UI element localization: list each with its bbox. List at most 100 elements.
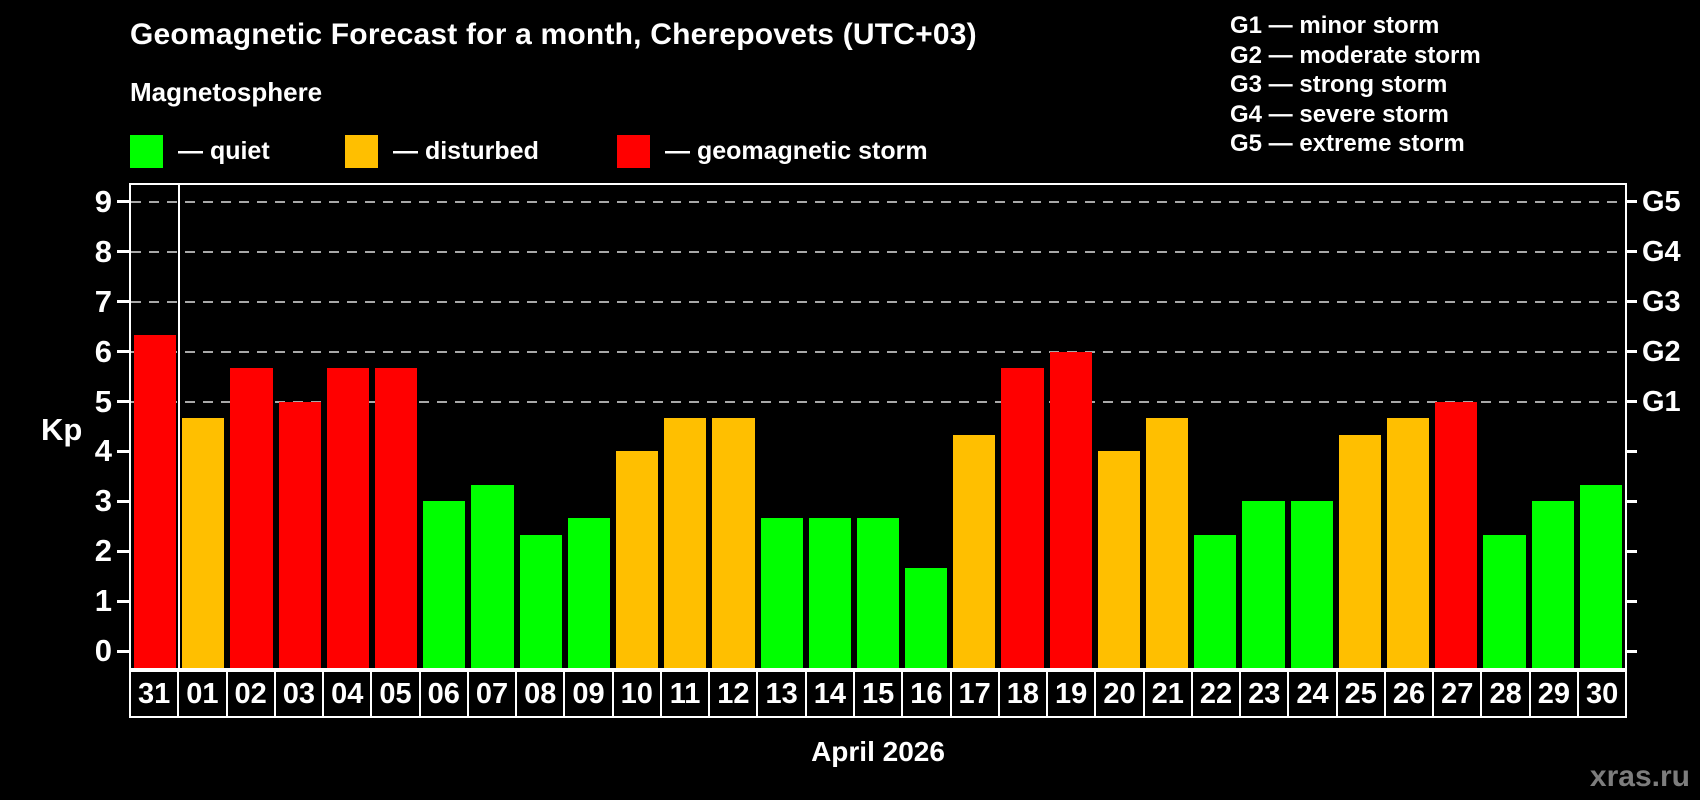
bar-day-18 xyxy=(1001,368,1044,668)
bar-day-20 xyxy=(1097,451,1141,668)
kp-tick-label-1: 1 xyxy=(94,583,112,619)
day-label-20: 20 xyxy=(1096,672,1145,716)
gridline-kp9 xyxy=(131,200,1625,203)
bar-day-07 xyxy=(471,484,514,668)
g-legend-line-3: G3 — strong storm xyxy=(1230,71,1448,98)
kp-tick-left-5 xyxy=(117,400,129,403)
bar-day-15 xyxy=(856,517,900,668)
kp-tick-right-5 xyxy=(1625,400,1637,403)
g-legend-line-5: G5 — extreme storm xyxy=(1230,130,1465,157)
plot-area xyxy=(129,183,1627,670)
kp-tick-label-4: 4 xyxy=(94,433,112,469)
day-label-08: 08 xyxy=(517,672,566,716)
kp-tick-left-9 xyxy=(117,200,129,204)
kp-tick-left-1 xyxy=(117,599,129,603)
kp-tick-right-6 xyxy=(1625,350,1637,354)
magnetosphere-label: Magnetosphere xyxy=(130,77,323,107)
legend-item-storm: — geomagnetic storm xyxy=(617,134,928,168)
day-label-03: 03 xyxy=(276,672,325,716)
bar-day-02 xyxy=(230,368,273,668)
day-label-30: 30 xyxy=(1585,677,1619,710)
day-label-07: 07 xyxy=(469,672,518,716)
gridline-kp8 xyxy=(131,250,1625,253)
day-label-06: 06 xyxy=(421,672,469,716)
day-label-23: 23 xyxy=(1241,672,1290,716)
day-label-18: 18 xyxy=(1000,672,1049,716)
legend-swatch-disturbed xyxy=(345,134,378,168)
chart-title: Geomagnetic Forecast for a month, Cherep… xyxy=(130,18,977,51)
day-label-17: 17 xyxy=(952,672,1000,716)
kp-tick-label-5: 5 xyxy=(94,383,112,419)
legend-swatch-quiet xyxy=(130,134,163,168)
month-caption: April 2026 xyxy=(811,736,945,767)
gridline-kp7 xyxy=(131,300,1625,303)
g-legend-line-1: G1 — minor storm xyxy=(1230,12,1440,39)
day-label-29: 29 xyxy=(1531,672,1579,716)
g-legend-line-2: G2 — moderate storm xyxy=(1230,41,1481,69)
day-label-12: 12 xyxy=(710,672,759,716)
day-label-16: 16 xyxy=(903,672,952,716)
day-label-22: 22 xyxy=(1193,672,1242,716)
bar-day-24 xyxy=(1290,501,1333,668)
day-label-27: 27 xyxy=(1434,672,1483,716)
day-label-25: 25 xyxy=(1338,672,1386,716)
g-axis-label-G2: G2 xyxy=(1642,335,1681,368)
day-label-21: 21 xyxy=(1145,672,1193,716)
day-label-15: 15 xyxy=(855,672,904,716)
kp-tick-right-4 xyxy=(1625,449,1637,453)
bar-day-26 xyxy=(1387,417,1430,668)
day-label-11: 11 xyxy=(662,672,711,716)
kp-tick-right-2 xyxy=(1625,549,1637,553)
bar-day-05 xyxy=(374,368,418,668)
kp-tick-left-2 xyxy=(117,549,129,553)
kp-tick-label-0: 0 xyxy=(94,633,112,668)
bar-day-23 xyxy=(1242,501,1285,668)
day-label-24: 24 xyxy=(1289,672,1338,716)
day-label-02: 02 xyxy=(228,672,276,716)
day-label-01: 01 xyxy=(179,672,228,716)
legend-item-disturbed: — disturbed xyxy=(345,134,539,168)
bar-day-09 xyxy=(567,517,610,668)
bar-day-16 xyxy=(905,567,948,668)
kp-tick-right-1 xyxy=(1625,599,1637,603)
watermark: xras.ru xyxy=(1589,760,1690,793)
day-label-04: 04 xyxy=(324,672,373,716)
kp-tick-label-8: 8 xyxy=(94,233,112,269)
month-separator-line xyxy=(177,185,180,668)
gridline-kp6 xyxy=(131,350,1625,353)
day-label-13: 13 xyxy=(758,672,807,716)
day-label-19: 19 xyxy=(1048,672,1097,716)
bar-day-13 xyxy=(760,517,803,668)
bar-day-17 xyxy=(953,434,996,668)
bar-day-10 xyxy=(615,451,659,668)
bar-day-06 xyxy=(423,501,466,668)
kp-tick-right-0 xyxy=(1625,649,1637,653)
day-label-14: 14 xyxy=(807,672,855,716)
day-label-10: 10 xyxy=(614,672,662,716)
bar-day-19 xyxy=(1049,351,1092,668)
kp-tick-label-7: 7 xyxy=(94,283,112,319)
bar-day-21 xyxy=(1146,417,1189,668)
g-axis-label-G5: G5 xyxy=(1642,185,1681,218)
kp-tick-right-9 xyxy=(1625,200,1637,204)
kp-tick-right-8 xyxy=(1625,250,1637,254)
day-label-31: 31 xyxy=(131,672,180,716)
kp-tick-left-4 xyxy=(117,449,129,453)
bar-day-03 xyxy=(278,401,321,668)
bar-day-30 xyxy=(1579,484,1622,668)
gridline-kp5 xyxy=(131,400,1625,403)
day-label-26: 26 xyxy=(1386,672,1435,716)
g-scale-legend: G1 — minor storm G2 — moderate storm G3 — … xyxy=(1230,11,1481,159)
bar-day-08 xyxy=(519,534,562,668)
bar-day-04 xyxy=(326,368,369,668)
legend-label-storm: — geomagnetic storm xyxy=(665,136,928,165)
g-axis-label-G1: G1 xyxy=(1642,385,1681,418)
day-label-28: 28 xyxy=(1482,672,1531,716)
bar-day-22 xyxy=(1194,534,1237,668)
kp-tick-label-9: 9 xyxy=(94,183,112,219)
kp-tick-label-3: 3 xyxy=(94,483,112,519)
kp-tick-left-6 xyxy=(117,350,129,354)
kp-tick-right-7 xyxy=(1625,300,1637,304)
kp-axis-title: Kp xyxy=(41,412,83,447)
legend-item-quiet: — quiet xyxy=(130,134,270,168)
